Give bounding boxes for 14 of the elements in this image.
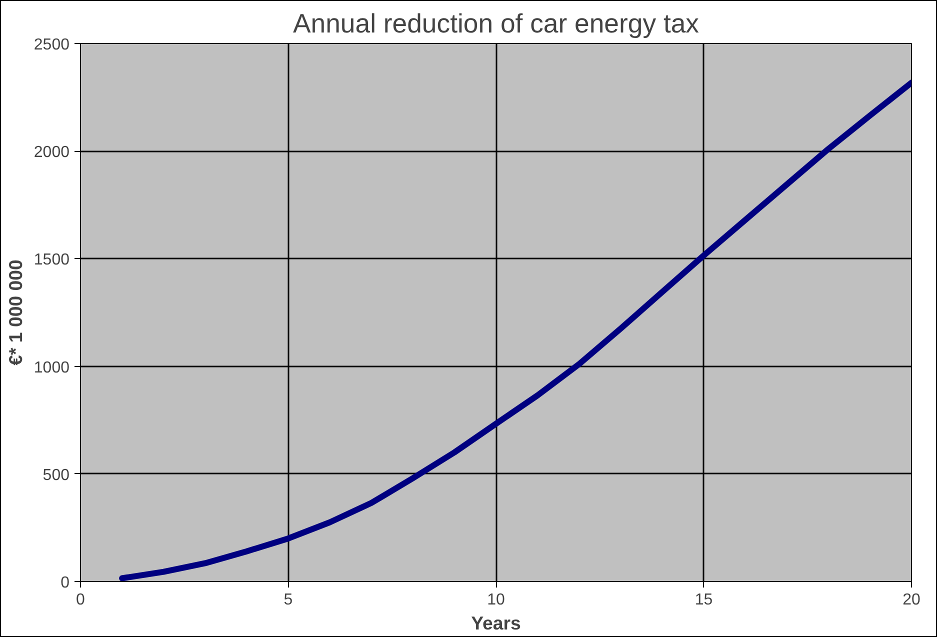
x-tick-label: 0: [76, 592, 86, 608]
y-tick-label: 2500: [34, 36, 70, 54]
x-axis-title: Years: [471, 612, 521, 634]
y-tick-label: 1000: [34, 359, 70, 376]
y-tick-label: 500: [42, 466, 70, 484]
y-tick-label: 0: [60, 574, 70, 592]
y-tick-label: 1500: [34, 252, 70, 269]
x-tick-label: 10: [487, 592, 505, 608]
x-tick-label: 5: [284, 592, 293, 608]
y-tick-label: 2000: [34, 144, 70, 162]
chart-title: Annual reduction of car energy tax: [292, 8, 700, 38]
x-tick-label: 15: [694, 592, 713, 608]
x-tick-label: 20: [902, 592, 920, 608]
y-axis-title: €* 1 000 000: [4, 260, 26, 366]
